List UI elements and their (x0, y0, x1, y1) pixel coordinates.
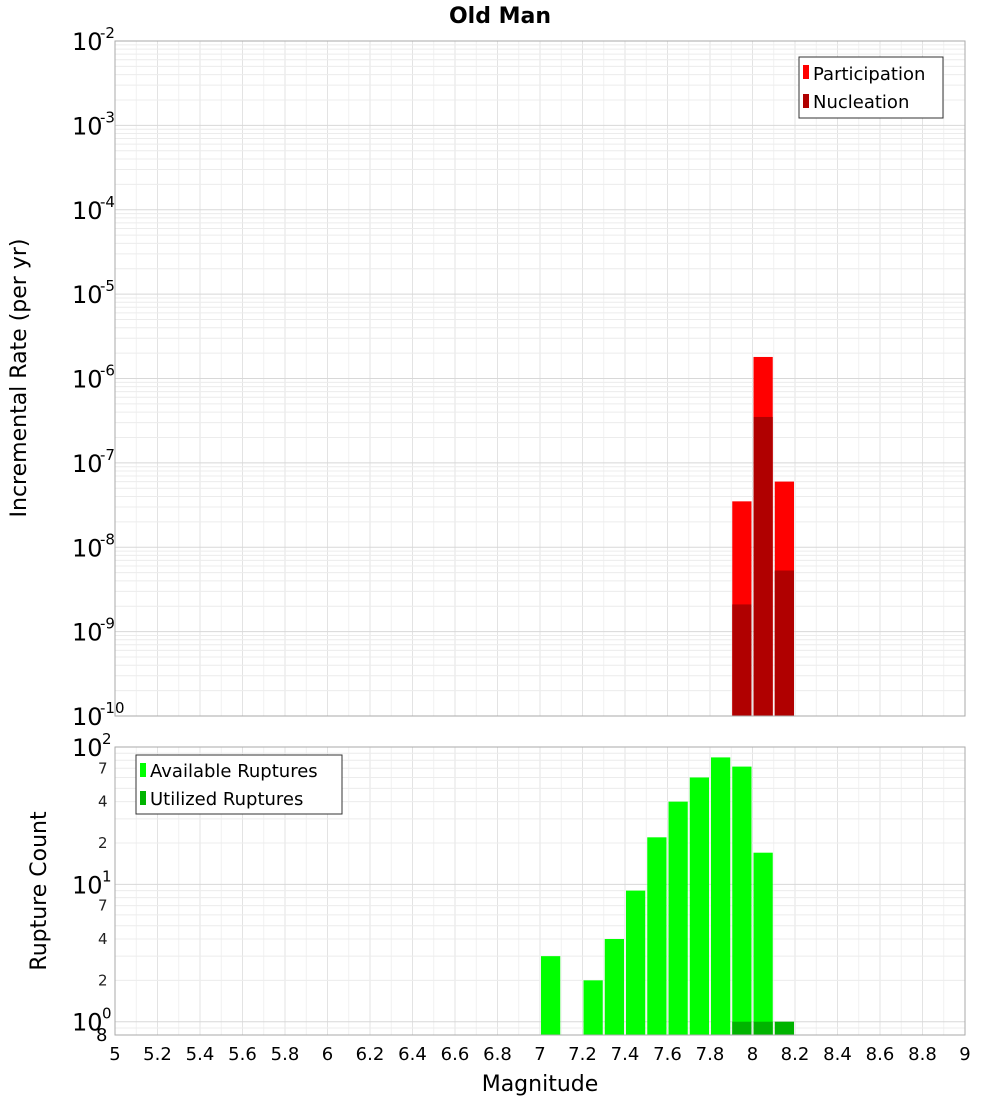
top-y-tick-label: 10 (72, 366, 103, 394)
bottom-y-tick-exponent: 0 (102, 1005, 112, 1023)
x-tick-label: 6.6 (441, 1044, 470, 1065)
bottom-y-minor-tick-label: 8 (96, 1025, 107, 1046)
top-y-tick-exponent: -2 (100, 24, 115, 42)
bottom-bar-utilized-ruptures (753, 1021, 773, 1035)
top-y-tick-label: 10 (72, 703, 103, 731)
top-bar-nucleation (774, 570, 794, 716)
bottom-y-minor-tick-label: 2 (98, 834, 108, 852)
x-tick-label: 7.2 (568, 1044, 597, 1065)
top-y-tick-exponent: -9 (100, 615, 115, 633)
x-tick-label: 7.8 (696, 1044, 725, 1065)
x-tick-label: 7 (534, 1044, 545, 1065)
legend-swatch-utilized (140, 791, 146, 805)
legend-label-nucleation: Nucleation (813, 92, 909, 113)
bottom-bar-available-ruptures (626, 890, 646, 1035)
top-y-tick-label: 10 (72, 450, 103, 478)
bottom-bar-available-ruptures (647, 837, 667, 1035)
top-bar-nucleation (753, 416, 773, 716)
x-tick-label: 6.4 (398, 1044, 427, 1065)
bottom-legend-box (135, 754, 343, 815)
bottom-y-minor-tick-label: 4 (98, 793, 108, 811)
top-y-axis-label: Incremental Rate (per yr) (7, 239, 32, 518)
x-tick-label: 9 (959, 1044, 970, 1065)
top-y-tick-exponent: -5 (100, 277, 115, 295)
top-y-tick-label: 10 (72, 281, 103, 309)
bottom-y-tick-exponent: 2 (102, 730, 112, 748)
top-y-tick-exponent: -8 (100, 530, 115, 548)
bottom-bar-utilized-ruptures (774, 1021, 794, 1035)
x-tick-label: 8.2 (781, 1044, 810, 1065)
top-legend-box (798, 56, 944, 119)
bottom-y-tick-label: 10 (72, 734, 103, 762)
bottom-bar-available-ruptures (583, 980, 603, 1035)
bottom-bar-available-ruptures (604, 939, 624, 1035)
x-tick-label: 6 (322, 1044, 333, 1065)
top-y-tick-exponent: -4 (100, 193, 115, 211)
bottom-y-tick-exponent: 1 (102, 867, 112, 885)
legend-swatch-available (140, 763, 146, 777)
top-gridlines (114, 40, 966, 717)
bottom-y-axis-label: Rupture Count (27, 811, 52, 971)
bottom-y-minor-tick-label: 7 (98, 759, 108, 777)
x-tick-label: 5 (109, 1044, 120, 1065)
bottom-bars (541, 757, 794, 1035)
x-tick-labels: 5 5.2 5.4 5.6 5.8 6 6.2 6.4 6.6 6.8 7 7.2 7.4 7.6 7.8 8… (109, 1044, 970, 1065)
legend-label-available: Available Ruptures (150, 761, 318, 782)
top-y-tick-exponent: -3 (100, 108, 115, 126)
legend-swatch-nucleation (803, 94, 809, 108)
bottom-plot-frame (114, 746, 966, 1036)
bottom-bar-available-ruptures (732, 766, 752, 1035)
bottom-bar-available-ruptures (753, 852, 773, 1035)
x-tick-label: 5.6 (228, 1044, 257, 1065)
bottom-y-tick-label: 10 (72, 1009, 103, 1037)
legend-label-participation: Participation (813, 64, 925, 85)
legend-swatch-participation (803, 65, 809, 79)
x-tick-label: 5.2 (143, 1044, 172, 1065)
top-bar-nucleation (732, 604, 752, 716)
top-y-tick-label: 10 (72, 28, 103, 56)
top-y-tick-label: 10 (72, 619, 103, 647)
x-axis-label: Magnitude (482, 1072, 599, 1097)
bottom-bar-available-ruptures (689, 777, 709, 1035)
x-tick-label: 6.8 (483, 1044, 512, 1065)
bottom-y-minor-tick-label: 7 (98, 897, 108, 915)
x-tick-label: 8.8 (908, 1044, 937, 1065)
x-tick-label: 7.4 (611, 1044, 640, 1065)
bottom-bar-available-ruptures (668, 801, 688, 1035)
bottom-y-minor-tick-label: 4 (98, 930, 108, 948)
bottom-bar-available-ruptures (541, 956, 561, 1035)
top-y-tick-label: 10 (72, 534, 103, 562)
bottom-legend: Available Ruptures Utilized Ruptures (135, 754, 343, 815)
bottom-bar-utilized-ruptures (732, 1021, 752, 1035)
top-y-tick-label: 10 (72, 112, 103, 140)
bottom-y-minor-tick-label: 2 (98, 971, 108, 989)
top-y-tick-label: 10 (72, 197, 103, 225)
x-tick-label: 8 (747, 1044, 758, 1065)
bottom-bar-available-ruptures (711, 757, 731, 1035)
top-y-tick-exponent: -10 (100, 699, 125, 717)
bottom-y-tick-label: 10 (72, 871, 103, 899)
top-y-tick-exponent: -7 (100, 446, 115, 464)
x-tick-label: 5.8 (271, 1044, 300, 1065)
legend-label-utilized: Utilized Ruptures (150, 789, 303, 810)
x-tick-label: 7.6 (653, 1044, 682, 1065)
top-bars (732, 356, 794, 716)
x-tick-label: 6.2 (356, 1044, 385, 1065)
x-tick-label: 5.4 (186, 1044, 215, 1065)
top-legend: Participation Nucleation (798, 56, 944, 119)
chart-title: Old Man (449, 4, 551, 29)
x-tick-label: 8.4 (823, 1044, 852, 1065)
top-plot-frame (114, 40, 966, 717)
top-y-tick-exponent: -6 (100, 362, 115, 380)
x-tick-label: 8.6 (866, 1044, 895, 1065)
